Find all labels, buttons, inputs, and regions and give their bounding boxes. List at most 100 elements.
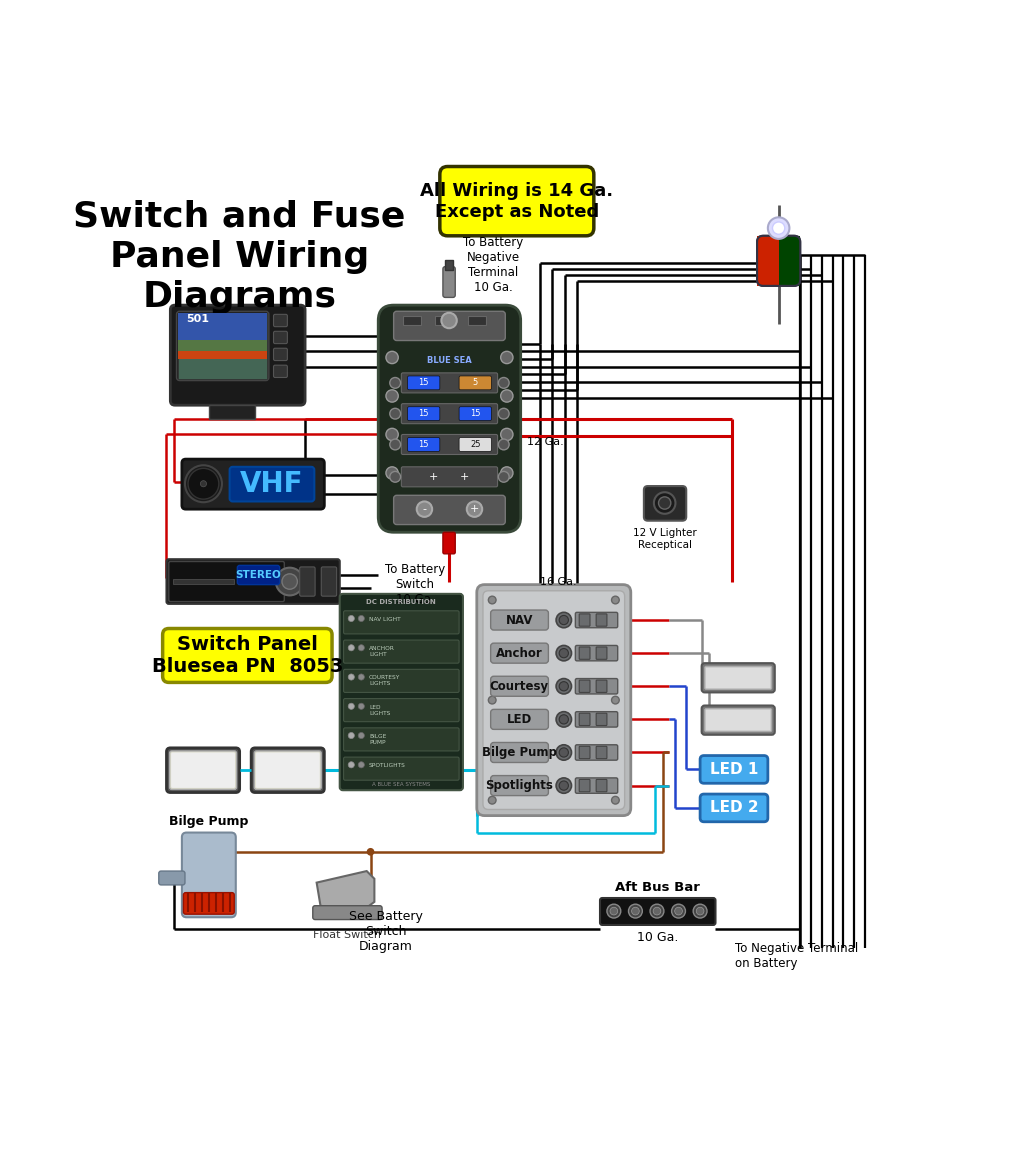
FancyBboxPatch shape (575, 613, 617, 628)
Circle shape (672, 904, 686, 918)
Circle shape (556, 712, 572, 727)
Text: LED 1: LED 1 (709, 762, 758, 777)
Circle shape (693, 904, 707, 918)
Text: LED
LIGHTS: LED LIGHTS (369, 705, 391, 715)
FancyBboxPatch shape (171, 305, 305, 405)
FancyBboxPatch shape (579, 779, 590, 792)
Text: 15: 15 (419, 440, 429, 449)
FancyBboxPatch shape (343, 611, 459, 634)
Circle shape (772, 222, 785, 234)
FancyBboxPatch shape (394, 312, 506, 341)
FancyBboxPatch shape (251, 748, 325, 792)
FancyBboxPatch shape (443, 266, 455, 298)
Circle shape (188, 469, 219, 499)
FancyBboxPatch shape (702, 706, 774, 735)
Bar (706, 711, 770, 730)
FancyBboxPatch shape (177, 312, 269, 380)
FancyBboxPatch shape (597, 647, 607, 659)
FancyBboxPatch shape (439, 166, 594, 236)
Bar (209, 405, 255, 419)
Text: STEREO: STEREO (236, 570, 281, 579)
Circle shape (632, 907, 639, 915)
FancyBboxPatch shape (171, 752, 235, 787)
FancyBboxPatch shape (579, 713, 590, 726)
FancyBboxPatch shape (401, 404, 497, 423)
FancyBboxPatch shape (459, 437, 491, 451)
FancyBboxPatch shape (491, 643, 548, 663)
FancyBboxPatch shape (705, 666, 771, 690)
Circle shape (559, 782, 569, 790)
FancyBboxPatch shape (343, 728, 459, 751)
Circle shape (559, 748, 569, 757)
Bar (173, 579, 235, 584)
FancyBboxPatch shape (702, 663, 774, 692)
FancyBboxPatch shape (600, 898, 716, 925)
Circle shape (390, 440, 400, 450)
FancyBboxPatch shape (162, 628, 332, 683)
FancyBboxPatch shape (459, 376, 491, 390)
Bar (178, 340, 268, 359)
Bar (403, 316, 422, 326)
FancyBboxPatch shape (274, 348, 287, 361)
Bar (178, 351, 268, 359)
Text: Anchor: Anchor (495, 647, 543, 659)
Text: A BLUE SEA SYSTEMS: A BLUE SEA SYSTEMS (372, 782, 430, 786)
Text: Switch Panel
Bluesea PN  8053: Switch Panel Bluesea PN 8053 (152, 635, 343, 676)
Circle shape (498, 471, 509, 483)
Circle shape (653, 492, 675, 514)
Text: Spotlights: Spotlights (485, 779, 553, 792)
Circle shape (348, 615, 355, 621)
FancyBboxPatch shape (491, 611, 548, 630)
FancyBboxPatch shape (394, 495, 506, 525)
Circle shape (358, 733, 364, 739)
FancyBboxPatch shape (575, 645, 617, 661)
Polygon shape (316, 871, 374, 913)
Text: Bilge Pump: Bilge Pump (482, 745, 556, 759)
Circle shape (348, 733, 355, 739)
FancyBboxPatch shape (300, 566, 315, 597)
Circle shape (348, 673, 355, 680)
Circle shape (768, 217, 789, 238)
FancyBboxPatch shape (700, 756, 768, 783)
Bar (467, 316, 486, 326)
FancyBboxPatch shape (322, 566, 337, 597)
FancyBboxPatch shape (166, 559, 340, 604)
FancyBboxPatch shape (159, 871, 185, 885)
FancyBboxPatch shape (254, 751, 322, 790)
FancyBboxPatch shape (340, 594, 463, 790)
FancyBboxPatch shape (401, 435, 497, 455)
FancyBboxPatch shape (407, 437, 439, 451)
Text: 15: 15 (419, 409, 429, 419)
FancyBboxPatch shape (491, 742, 548, 763)
Text: ANCHOR
LIGHT: ANCHOR LIGHT (369, 647, 395, 657)
Text: Panel Wiring: Panel Wiring (110, 240, 369, 273)
FancyBboxPatch shape (575, 678, 617, 694)
Circle shape (358, 615, 364, 621)
Circle shape (556, 613, 572, 628)
Circle shape (650, 904, 664, 918)
FancyBboxPatch shape (597, 680, 607, 692)
Bar (178, 313, 268, 351)
FancyBboxPatch shape (407, 407, 439, 421)
Text: 10 Ga.: 10 Ga. (637, 930, 678, 944)
Text: +: + (460, 472, 469, 481)
FancyBboxPatch shape (183, 893, 235, 914)
Circle shape (629, 904, 642, 918)
Circle shape (185, 465, 222, 502)
FancyBboxPatch shape (644, 486, 687, 521)
Circle shape (559, 682, 569, 691)
FancyBboxPatch shape (182, 459, 325, 509)
Circle shape (559, 615, 569, 625)
FancyBboxPatch shape (597, 614, 607, 626)
Text: 16 Ga.: 16 Ga. (540, 577, 577, 586)
Circle shape (348, 762, 355, 768)
Text: VHF: VHF (240, 470, 304, 498)
FancyBboxPatch shape (579, 747, 590, 758)
Text: Float Switch: Float Switch (313, 930, 382, 941)
Text: BILGE
PUMP: BILGE PUMP (369, 734, 387, 744)
FancyBboxPatch shape (343, 699, 459, 722)
Circle shape (500, 466, 513, 479)
FancyBboxPatch shape (597, 747, 607, 758)
Text: To Battery
Switch
10 Ga.: To Battery Switch 10 Ga. (385, 563, 446, 606)
Circle shape (611, 697, 619, 704)
